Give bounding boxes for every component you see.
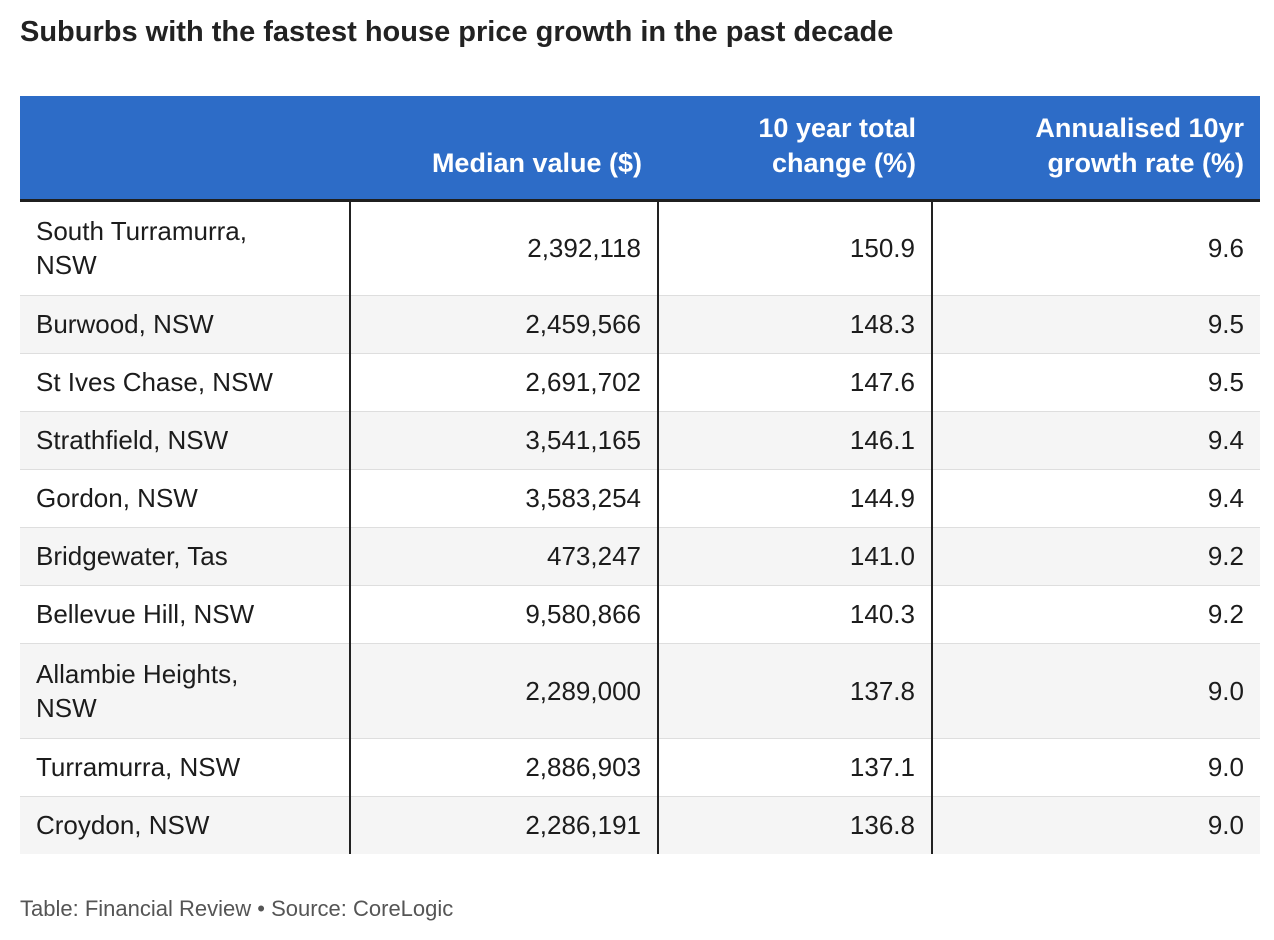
cell-annualised-rate: 9.0 — [932, 738, 1260, 797]
cell-total-change: 148.3 — [658, 295, 933, 354]
cell-suburb: Strathfield, NSW — [20, 411, 351, 470]
table-body: South Turramurra, NSW 2,392,118 150.9 9.6 Bu… — [20, 200, 1260, 854]
cell-total-change: 140.3 — [658, 585, 933, 644]
header-suburb — [20, 96, 350, 202]
table-row: Bellevue Hill, NSW 9,580,866 140.3 9.2 — [20, 585, 1260, 644]
cell-median-value: 3,583,254 — [350, 469, 659, 528]
header-annualised-rate: Annualised 10yr growth rate (%) — [932, 96, 1260, 202]
cell-median-value: 2,286,191 — [350, 796, 659, 854]
cell-median-value: 2,886,903 — [350, 738, 659, 797]
cell-total-change: 147.6 — [658, 353, 933, 412]
data-table-container: Median value ($) 10 year total change (%… — [20, 96, 1260, 854]
cell-median-value: 2,289,000 — [350, 643, 659, 739]
cell-suburb: Allambie Heights, NSW — [20, 643, 351, 739]
cell-total-change: 141.0 — [658, 527, 933, 586]
cell-suburb: Burwood, NSW — [20, 295, 351, 354]
cell-annualised-rate: 9.2 — [932, 527, 1260, 586]
table-row: Bridgewater, Tas 473,247 141.0 9.2 — [20, 527, 1260, 586]
cell-median-value: 3,541,165 — [350, 411, 659, 470]
data-table: Median value ($) 10 year total change (%… — [20, 96, 1260, 854]
cell-total-change: 136.8 — [658, 796, 933, 854]
cell-total-change: 150.9 — [658, 200, 933, 296]
cell-suburb: Croydon, NSW — [20, 796, 351, 854]
cell-suburb: South Turramurra, NSW — [20, 200, 351, 296]
table-header: Median value ($) 10 year total change (%… — [20, 96, 1260, 202]
header-row: Median value ($) 10 year total change (%… — [20, 96, 1260, 202]
table-row: Croydon, NSW 2,286,191 136.8 9.0 — [20, 796, 1260, 854]
cell-suburb: Gordon, NSW — [20, 469, 351, 528]
table-row: Strathfield, NSW 3,541,165 146.1 9.4 — [20, 411, 1260, 470]
cell-median-value: 2,691,702 — [350, 353, 659, 412]
cell-annualised-rate: 9.5 — [932, 295, 1260, 354]
table-row: Turramurra, NSW 2,886,903 137.1 9.0 — [20, 738, 1260, 797]
cell-annualised-rate: 9.5 — [932, 353, 1260, 412]
source-text: Source: CoreLogic — [271, 896, 454, 921]
table-title: Suburbs with the fastest house price gro… — [20, 16, 894, 48]
cell-annualised-rate: 9.0 — [932, 643, 1260, 739]
cell-median-value: 2,459,566 — [350, 295, 659, 354]
table-row: Gordon, NSW 3,583,254 144.9 9.4 — [20, 469, 1260, 528]
cell-median-value: 2,392,118 — [350, 200, 659, 296]
cell-suburb: Bridgewater, Tas — [20, 527, 351, 586]
cell-total-change: 146.1 — [658, 411, 933, 470]
table-row: South Turramurra, NSW 2,392,118 150.9 9.6 — [20, 200, 1260, 296]
footer-credit: Table: Financial Review • Source: CoreLo… — [20, 896, 453, 922]
credit-separator: • — [257, 896, 265, 921]
cell-annualised-rate: 9.4 — [932, 469, 1260, 528]
cell-suburb: St Ives Chase, NSW — [20, 353, 351, 412]
credit-text: Table: Financial Review — [20, 896, 252, 921]
cell-suburb: Bellevue Hill, NSW — [20, 585, 351, 644]
cell-annualised-rate: 9.0 — [1207, 810, 1244, 841]
cell-annualised-rate: 9.6 — [932, 200, 1260, 296]
table-row: Burwood, NSW 2,459,566 148.3 9.5 — [20, 295, 1260, 354]
cell-suburb: Turramurra, NSW — [20, 738, 351, 797]
cell-median-value: 473,247 — [350, 527, 659, 586]
table-row: Allambie Heights, NSW 2,289,000 137.8 9.0 — [20, 643, 1260, 739]
table-row: St Ives Chase, NSW 2,691,702 147.6 9.5 — [20, 353, 1260, 412]
cell-total-change: 144.9 — [658, 469, 933, 528]
header-total-change: 10 year total change (%) — [658, 96, 932, 202]
header-median-value: Median value ($) — [350, 96, 658, 202]
cell-annualised-rate: 9.4 — [932, 411, 1260, 470]
cell-annualised-rate: 9.2 — [932, 585, 1260, 644]
cell-total-change: 137.1 — [658, 738, 933, 797]
cell-median-value: 9,580,866 — [350, 585, 659, 644]
cell-total-change: 137.8 — [658, 643, 933, 739]
